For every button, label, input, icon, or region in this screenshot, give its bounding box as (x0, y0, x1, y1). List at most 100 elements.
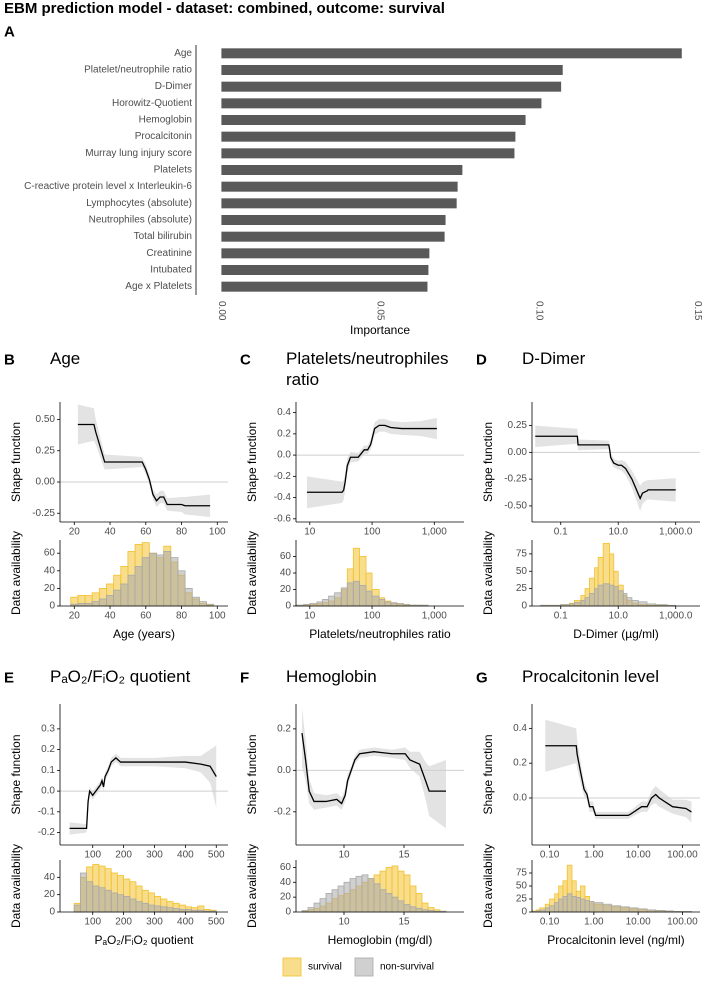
histogram-bar (571, 896, 577, 913)
x-tick-label: 100.00 (667, 917, 698, 928)
histogram-bar (160, 906, 168, 913)
histogram-bar (355, 875, 363, 913)
y-tick-label: 0 (521, 601, 527, 612)
histogram-bar (166, 907, 174, 913)
y-tick-label: 75 (516, 548, 528, 559)
x-axis-label: Importance (350, 323, 410, 337)
histogram-bar (79, 872, 87, 913)
legend-label: non-survival (380, 962, 434, 973)
y-tick-label: 0.0 (41, 786, 55, 797)
histogram-bar (191, 596, 200, 607)
histogram-bar (127, 574, 136, 607)
x-tick-label: 0.10 (540, 917, 560, 928)
panel-title: Age (50, 349, 81, 368)
y-tick-label: 0 (285, 601, 291, 612)
histogram-bar (134, 566, 143, 607)
histogram-bar (385, 893, 393, 913)
confidence-band (69, 745, 217, 835)
x-tick-label: 200 (115, 917, 132, 928)
histogram-bar (98, 598, 107, 607)
bar (221, 198, 457, 209)
histogram-bar (580, 600, 586, 607)
histogram-series (301, 874, 447, 913)
x-tick-label: 0.05 (375, 301, 386, 321)
histogram-bar (359, 584, 367, 607)
histogram-bar (391, 896, 399, 913)
y-axis-label: Shape function (481, 422, 495, 502)
y-axis-label: Shape function (9, 422, 23, 502)
x-tick-label: 60 (140, 611, 152, 622)
histogram-series (73, 872, 217, 913)
y-tick-label: -0.2 (274, 806, 292, 817)
category-label: D-Dimer (155, 81, 193, 92)
bar (221, 48, 682, 59)
histogram-bar (409, 906, 417, 913)
y-tick-label: 0.1 (41, 765, 55, 776)
histogram-bar (365, 590, 373, 607)
x-tick-label: 100 (209, 527, 226, 538)
histogram-bar (322, 599, 329, 607)
histogram-bar (602, 583, 610, 607)
y-tick-label: 0.2 (277, 723, 291, 734)
x-tick-label: 1,000.0 (659, 611, 693, 622)
y-tick-label: 0.3 (41, 723, 55, 734)
y-tick-label: 60 (280, 551, 292, 562)
histogram-bar (154, 905, 162, 913)
y-tick-label: 40 (44, 565, 56, 576)
x-axis-label: Hemoglobin (mg/dl) (328, 933, 433, 947)
y-tick-label: 60 (280, 862, 292, 873)
x-tick-label: 15 (398, 850, 410, 861)
histogram-bar (597, 584, 604, 607)
histogram-bar (373, 883, 381, 913)
y-tick-label: 75 (516, 868, 528, 879)
histogram-bar (340, 587, 348, 607)
y-axis-label: Data availability (245, 844, 259, 928)
y-tick-label: 25 (516, 894, 528, 905)
histogram-bar (554, 902, 560, 913)
bar (221, 215, 446, 225)
confidence-band (77, 404, 211, 517)
x-axis-label: PₐO₂/FᵢO₂ quotient (94, 933, 194, 947)
legend-swatch (354, 957, 374, 977)
histogram-bar (611, 905, 621, 913)
histogram-bar (184, 588, 193, 607)
x-tick-label: 0.00 (216, 301, 227, 321)
shape-line (77, 423, 211, 507)
y-tick-label: 20 (280, 584, 292, 595)
category-label: Platelets (154, 165, 192, 176)
y-tick-label: 0.2 (513, 758, 527, 769)
histogram-bar (313, 902, 321, 913)
histogram-bar (544, 907, 551, 913)
histogram-bar (170, 557, 179, 607)
y-tick-label: 20 (280, 892, 292, 903)
category-label: Platelet/neutrophile ratio (84, 65, 192, 76)
x-tick-label: 0.15 (692, 301, 703, 321)
histogram-bar (584, 597, 590, 607)
histogram-bar (98, 887, 106, 913)
histogram-bar (415, 907, 423, 913)
panel-letter: C (240, 352, 251, 369)
y-tick-label: 0.0 (513, 793, 527, 804)
x-tick-label: 0.1 (554, 611, 568, 622)
y-tick-label: -0.1 (38, 806, 56, 817)
x-tick-label: 100 (84, 917, 101, 928)
x-tick-label: 15 (398, 917, 410, 928)
category-label: Murray lung injury score (85, 148, 192, 159)
y-tick-label: 50 (516, 566, 528, 577)
histogram-bar (135, 901, 143, 913)
histogram-bar (384, 601, 392, 607)
histogram-bar (637, 908, 648, 913)
histogram-bar (177, 570, 186, 607)
bar (221, 148, 515, 159)
x-tick-label: 10 (304, 611, 316, 622)
x-tick-label: 10.0 (608, 611, 628, 622)
histogram-bar (622, 593, 628, 607)
y-axis-label: Shape function (245, 734, 259, 814)
panel-letter: G (476, 670, 488, 687)
panel-title: Procalcitonin level (522, 667, 660, 686)
x-tick-label: 10 (338, 917, 350, 928)
y-tick-label: 0.25 (508, 420, 528, 431)
histogram-bar (120, 583, 129, 607)
x-tick-label: 1.00 (584, 917, 604, 928)
